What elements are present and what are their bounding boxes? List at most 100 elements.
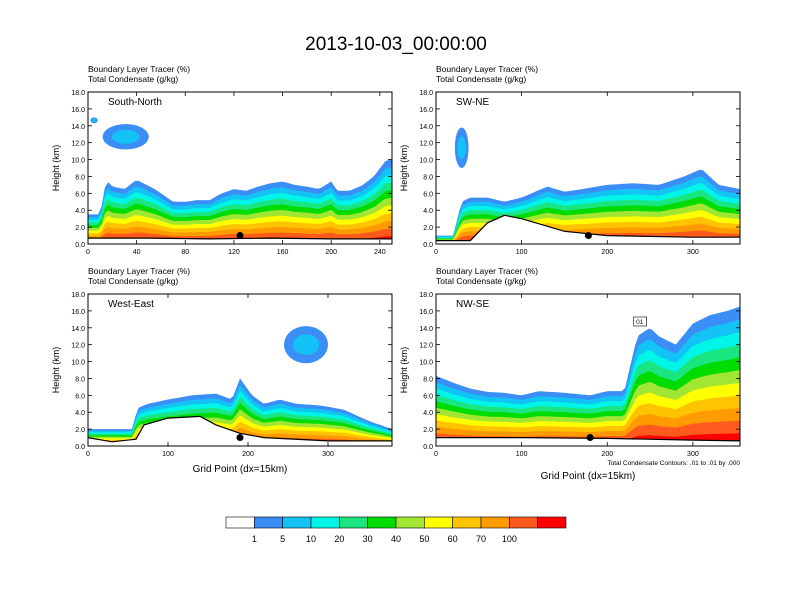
panel-header-line: Total Condensate (g/kg)	[88, 74, 178, 84]
y-tick-label: 4.0	[423, 208, 433, 215]
panel-frame	[435, 91, 741, 245]
upper-cloud-core-0	[91, 118, 97, 122]
colorbar-label: 10	[306, 534, 316, 544]
x-tick-label: 200	[325, 249, 337, 256]
plot-area	[88, 117, 392, 244]
y-tick-label: 2.0	[423, 427, 433, 434]
terrain-outline	[436, 214, 740, 242]
y-tick-label: 10.0	[419, 360, 433, 367]
x-axis-label: Grid Point (dx=15km)	[541, 471, 636, 482]
terrain-outline	[436, 437, 740, 442]
colorbar-swatch	[452, 516, 482, 529]
colorbar-swatch	[537, 516, 567, 529]
y-tick-label: 8.0	[75, 174, 85, 181]
panel-header-line: Total Condensate (g/kg)	[88, 276, 178, 286]
panel-header-line: Boundary Layer Tracer (%)	[436, 266, 538, 276]
location-marker	[236, 434, 244, 442]
y-tick-label: 18.0	[419, 90, 433, 97]
colorbar-swatch	[480, 516, 510, 529]
x-tick-label: 100	[162, 451, 174, 458]
panel-header-line: Boundary Layer Tracer (%)	[436, 64, 538, 74]
panel-2: 0.0 2.0 4.0 6.0 8.0 10.0 12.0 14.0 16.0 18.0 0 100 2…	[51, 266, 393, 475]
y-tick-label: 6.0	[75, 393, 85, 400]
x-axis-label: Grid Point (dx=15km)	[193, 464, 288, 475]
terrain-outline	[88, 415, 392, 443]
colorbar-swatch	[282, 516, 312, 529]
y-tick-label: 12.0	[71, 343, 85, 350]
y-tick-label: 18.0	[71, 90, 85, 97]
y-tick-label: 0.0	[423, 444, 433, 451]
x-tick-label: 100	[516, 451, 528, 458]
y-tick-label: 10.0	[71, 158, 85, 165]
y-tick-label: 14.0	[419, 326, 433, 333]
y-tick-label: 8.0	[75, 376, 85, 383]
colorbar-swatch	[310, 516, 340, 529]
panel-header-line: Total Condensate (g/kg)	[436, 74, 526, 84]
plot-area	[88, 326, 392, 446]
y-tick-label: 14.0	[71, 326, 85, 333]
plot-area	[436, 127, 740, 244]
location-marker	[586, 434, 594, 442]
y-tick-label: 0.0	[75, 444, 85, 451]
figure-title: 2013-10-03_00:00:00	[305, 34, 487, 55]
colorbar: 1 5 10 20 30 40 50 60 70 100	[225, 516, 567, 544]
x-tick-label: 300	[687, 451, 699, 458]
colorbar-label: 50	[419, 534, 429, 544]
location-marker	[236, 232, 244, 240]
y-axis-label: Height (km)	[399, 347, 409, 394]
y-tick-label: 6.0	[75, 191, 85, 198]
x-tick-label: 200	[601, 249, 613, 256]
colorbar-swatch	[424, 516, 453, 529]
panel-label: NW-SE	[456, 299, 489, 310]
y-tick-label: 2.0	[423, 225, 433, 232]
y-tick-label: 0.0	[423, 242, 433, 249]
x-tick-label: 300	[322, 451, 334, 458]
panel-header-line: Boundary Layer Tracer (%)	[88, 64, 190, 74]
y-tick-label: 16.0	[419, 309, 433, 316]
y-tick-label: 4.0	[423, 410, 433, 417]
x-tick-label: 240	[374, 249, 386, 256]
y-tick-label: 12.0	[419, 141, 433, 148]
panel-header-line: Total Condensate (g/kg)	[436, 276, 526, 286]
x-tick-label: 120	[228, 249, 240, 256]
colorbar-label: 30	[363, 534, 373, 544]
upper-cloud-core-0	[292, 334, 320, 355]
x-tick-label: 0	[86, 249, 90, 256]
x-tick-label: 0	[434, 451, 438, 458]
panel-frame	[87, 91, 393, 245]
y-tick-label: 2.0	[75, 225, 85, 232]
x-tick-label: 200	[242, 451, 254, 458]
colorbar-label: 70	[476, 534, 486, 544]
y-axis-label: Height (km)	[51, 145, 61, 192]
x-tick-label: 0	[434, 249, 438, 256]
y-tick-label: 6.0	[423, 191, 433, 198]
y-axis-label: Height (km)	[51, 347, 61, 394]
colorbar-swatch	[339, 516, 368, 529]
upper-cloud-core-1	[111, 129, 140, 144]
panel-frame	[435, 293, 741, 447]
y-tick-label: 16.0	[71, 309, 85, 316]
colorbar-label: 5	[280, 534, 285, 544]
x-tick-label: 100	[516, 249, 528, 256]
y-tick-label: 8.0	[423, 376, 433, 383]
panel-1: 0.0 2.0 4.0 6.0 8.0 10.0 12.0 14.0 16.0 18.0 0 100 2…	[399, 64, 741, 256]
x-tick-label: 40	[133, 249, 141, 256]
y-tick-label: 14.0	[71, 124, 85, 131]
y-tick-label: 6.0	[423, 393, 433, 400]
terrain	[88, 416, 392, 446]
x-tick-label: 300	[687, 249, 699, 256]
x-tick-label: 160	[277, 249, 289, 256]
colorbar-label: 100	[502, 534, 517, 544]
y-tick-label: 10.0	[71, 360, 85, 367]
panel-label: South-North	[108, 97, 162, 108]
terrain	[88, 238, 392, 244]
panel-label: SW-NE	[456, 97, 489, 108]
y-tick-label: 2.0	[75, 427, 85, 434]
y-tick-label: 12.0	[71, 141, 85, 148]
x-tick-label: 80	[181, 249, 189, 256]
y-tick-label: 12.0	[419, 343, 433, 350]
colorbar-swatch	[509, 516, 538, 529]
panels: 0.0 2.0 4.0 6.0 8.0 10.0 12.0 14.0 16.0 18.0 0 40 80…	[51, 64, 741, 482]
y-tick-label: 0.0	[75, 242, 85, 249]
y-tick-label: 14.0	[419, 124, 433, 131]
